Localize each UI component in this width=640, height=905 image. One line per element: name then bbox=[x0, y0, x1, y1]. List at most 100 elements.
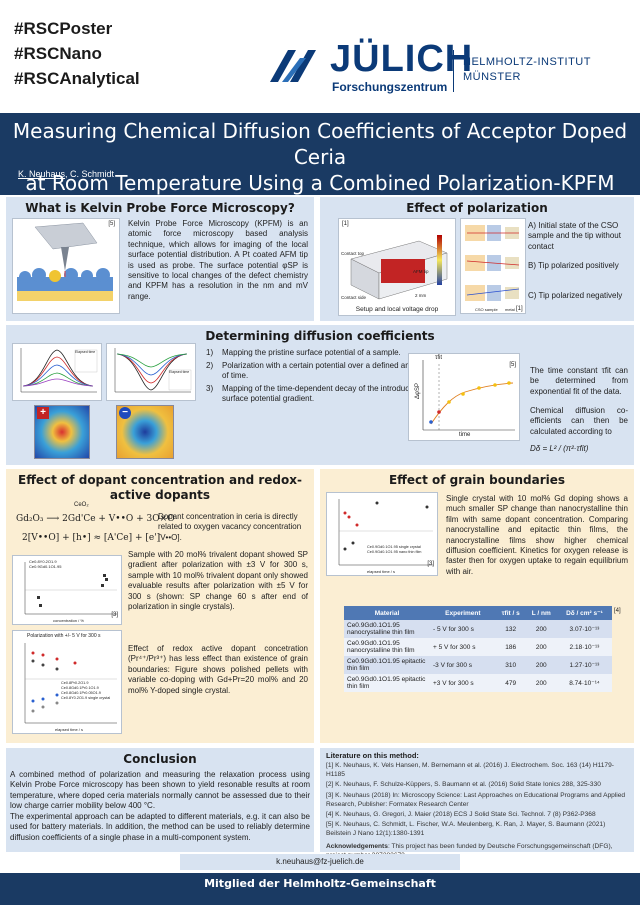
grain-legend-1: Ce0.9Gd0.1O1.95 single crystal bbox=[367, 545, 421, 549]
table-row: Ce0.9Gd0.1O1.95 nanocrystalline thin fil… bbox=[344, 638, 612, 656]
grain-scatter-icon bbox=[338, 499, 433, 566]
institute-line-1: HELMHOLTZ-INSTITUT bbox=[463, 56, 591, 68]
polarization-item-c: C) Tip polarized negatively bbox=[528, 291, 623, 300]
hashtag-rscnano[interactable]: #RSCNano bbox=[14, 44, 102, 63]
col-tau: τfit / s bbox=[495, 606, 526, 620]
col-l: L / nm bbox=[525, 606, 557, 620]
col-d: Dδ / cm² s⁻¹ bbox=[556, 606, 612, 620]
grain-text: Single crystal with 10 mol% Gd doping sh… bbox=[446, 494, 628, 576]
plot-legend-title-1: Elapsed time bbox=[75, 350, 96, 354]
plot1-x-label: concentration / % bbox=[53, 618, 84, 623]
table-cell: 479 bbox=[495, 674, 526, 692]
table-cell: Ce0.9Gd0.1O1.95 nanocrystalline thin fil… bbox=[344, 620, 430, 638]
title-line-1: Measuring Chemical Diffusion Coefficient… bbox=[12, 119, 628, 169]
author-first: K. Neuhaus bbox=[18, 169, 66, 179]
label-afm-tip: AFM tip bbox=[413, 269, 429, 274]
dopant-heading: Effect of dopant concentration and redox… bbox=[18, 473, 302, 502]
results-table-wrap: Material Experiment τfit / s L / nm Dδ /… bbox=[344, 606, 612, 692]
title-bar bbox=[0, 113, 640, 195]
kpfm-heading: What is Kelvin Probe Force Microscopy? bbox=[25, 201, 295, 215]
step-3: Mapping of the time-dependent decay of t… bbox=[222, 383, 419, 404]
plot1-legend-2: Ce0.9Gd0.1O1.95 bbox=[29, 564, 62, 569]
decay-fit-plot: τfit ΔφSP time [5] bbox=[408, 353, 520, 441]
kpfm-ref: [5] bbox=[108, 221, 115, 227]
label-contact-top: Contact top bbox=[341, 251, 365, 256]
conclusion-panel bbox=[6, 748, 314, 852]
plot2-legend-3: Ce0.8Gd0.1Pr0.05O1.9 bbox=[61, 691, 101, 695]
literature-item-5[interactable]: [5] K. Neuhaus, C. Schmidt, L. Fischer, … bbox=[326, 821, 606, 838]
grain-heading: Effect of grain boundaries bbox=[388, 473, 566, 487]
table-cell: 3.07·10⁻¹³ bbox=[556, 620, 612, 638]
authors: K. Neuhaus, C. Schmidt bbox=[18, 169, 114, 179]
juelich-logo-icon bbox=[270, 50, 316, 82]
institute-line-2: MÜNSTER bbox=[463, 71, 521, 83]
label-scale: 2 mm bbox=[415, 293, 427, 298]
grain-legend-2: Ce0.9Gd0.1O1.95 nano thin film bbox=[367, 550, 422, 554]
literature-heading: Literature on this method: bbox=[326, 751, 419, 760]
literature-item-2[interactable]: [2] K. Neuhaus, F. Schulze-Küppers, S. B… bbox=[326, 781, 601, 789]
logo-divider bbox=[453, 50, 454, 92]
table-cell: 186 bbox=[495, 638, 526, 656]
table-cell: 132 bbox=[495, 620, 526, 638]
conclusion-p2: The experimental approach can be adapted… bbox=[10, 812, 310, 842]
table-cell: 200 bbox=[525, 656, 557, 674]
hashtag-rscanalytical[interactable]: #RSCAnalytical bbox=[14, 69, 140, 88]
diffusion-formula: Dδ = L² / (π²·τfit) bbox=[530, 444, 589, 453]
pristine-profile-plot: Elapsed time bbox=[12, 343, 102, 401]
table-cell: 200 bbox=[525, 620, 557, 638]
redox-scatter-icon bbox=[24, 643, 117, 724]
literature-item-4[interactable]: [4] K. Neuhaus, G. Gregori, J. Maier (20… bbox=[326, 811, 596, 819]
plot-y-label: ΔφSP bbox=[414, 383, 421, 399]
polarization-heading: Effect of polarization bbox=[406, 201, 548, 215]
dopant-text-1: Sample with 20 mol% trivalent dopant sho… bbox=[128, 550, 308, 612]
dopant-eq-text: Dopant concentration in ceria is directl… bbox=[158, 512, 302, 542]
setup-caption: Setup and local voltage drop bbox=[355, 306, 439, 313]
table-cell: Ce0.9Gd0.1O1.95 epitactic thin film bbox=[344, 674, 430, 692]
author-rest: , C. Schmidt bbox=[65, 169, 115, 179]
table-cell: 1.27·10⁻¹³ bbox=[556, 656, 612, 674]
table-cell: 8.74·10⁻¹⁴ bbox=[556, 674, 612, 692]
polarization-ref-2: [1] bbox=[516, 306, 523, 312]
plot2-title: Polarization with +/- 5 V for 300 s bbox=[27, 633, 101, 639]
plot1-legend-1: Ce0.8Y0.2O1.9 bbox=[29, 559, 57, 564]
table-cell: + 5 V for 300 s bbox=[430, 638, 496, 656]
grain-ref: [3] bbox=[427, 561, 434, 567]
kpfm-map-negative: − bbox=[116, 405, 174, 459]
tau-label: τfit bbox=[435, 355, 443, 361]
hashtags: #RSCPoster #RSCNano #RSCAnalytical bbox=[14, 16, 140, 91]
table-cell: +3 V for 300 s bbox=[430, 674, 496, 692]
table-cell: Ce0.9Gd0.1O1.95 nanocrystalline thin fil… bbox=[344, 638, 430, 656]
plus-icon: + bbox=[37, 407, 49, 419]
polarization-item-a: A) Initial state of the CSO sample and t… bbox=[528, 221, 621, 251]
grain-legend: Ce0.9Gd0.1O1.95 single crystal Ce0.9Gd0.… bbox=[367, 545, 421, 555]
step-num-1: 1) bbox=[206, 348, 214, 357]
table-row: Ce0.9Gd0.1O1.95 epitactic thin film -3 V… bbox=[344, 656, 612, 674]
minus-icon: − bbox=[119, 407, 131, 419]
plot2-legend: Ce0.8Pr0.2O1.9 Ce0.8Gd0.1Pr0.1O1.9 Ce0.8… bbox=[61, 681, 111, 701]
exponential-decay-icon bbox=[422, 360, 515, 431]
step-num-3: 3) bbox=[206, 383, 214, 393]
col-experiment: Experiment bbox=[430, 606, 496, 620]
literature-panel bbox=[320, 748, 634, 852]
contact-email[interactable]: k.neuhaus@fz-juelich.de bbox=[180, 854, 460, 870]
polarization-setup-figure: [1] Contact top Contact side AFM tip 2 m… bbox=[338, 218, 456, 316]
diffusion-steps: 1) Mapping the pristine surface potential… bbox=[206, 348, 432, 405]
literature-item-1[interactable]: [1] K. Neuhaus, K. Vels Hansen, M. Berne… bbox=[326, 762, 614, 779]
kpfm-text: Kelvin Probe Force Microscopy (KPFM) is … bbox=[128, 219, 308, 301]
kpfm-map-positive: + bbox=[34, 405, 90, 459]
table-cell: Ce0.9Gd0.1O1.95 epitactic thin film bbox=[344, 656, 430, 674]
table-ref: [4] bbox=[614, 608, 621, 614]
plot2-legend-2: Ce0.8Gd0.1Pr0.1O1.9 bbox=[61, 686, 99, 690]
table-cell: -3 V for 300 s bbox=[430, 656, 496, 674]
step-num-2: 2) bbox=[206, 360, 214, 370]
diffusion-text-2: Chemical diffusion co-efficients can the… bbox=[530, 406, 628, 436]
table-row: Ce0.9Gd0.1O1.95 nanocrystalline thin fil… bbox=[344, 620, 612, 638]
step-1: Mapping the pristine surface potential o… bbox=[222, 348, 401, 357]
kpfm-illustration: [5] bbox=[12, 218, 120, 314]
literature-list: [1] K. Neuhaus, K. Vels Hansen, M. Berne… bbox=[326, 761, 630, 860]
negative-profile-plot: Elapsed time bbox=[106, 343, 196, 401]
grain-x-label: elapsed time / s bbox=[367, 569, 396, 574]
hashtag-rscposter[interactable]: #RSCPoster bbox=[14, 19, 113, 38]
redox-dopant-plot: Polarization with +/- 5 V for 300 s Ce0.… bbox=[12, 630, 122, 734]
literature-item-3[interactable]: [3] K. Neuhaus (2018) In: Microscopy Sci… bbox=[326, 791, 626, 808]
